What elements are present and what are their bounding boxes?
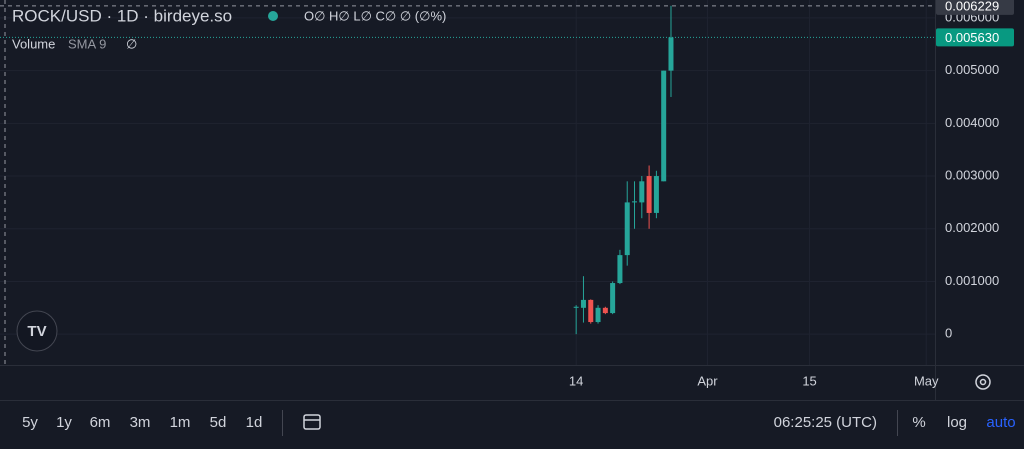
candle-body: [646, 176, 652, 213]
candle-body: [661, 70, 667, 182]
volume-legend-value: ∅: [126, 36, 137, 51]
range-button[interactable]: 3m: [130, 414, 151, 431]
clock[interactable]: 06:25:25 (UTC): [774, 414, 877, 431]
candle-body: [632, 201, 638, 203]
candles: [573, 5, 674, 335]
scale-option[interactable]: log: [947, 414, 967, 431]
symbol-title[interactable]: ROCK/USD · 1D · birdeye.so: [12, 6, 232, 25]
x-tick-label: Apr: [697, 373, 718, 388]
logo-circle: [16, 310, 58, 352]
calendar: [303, 414, 321, 430]
candle-body: [653, 176, 659, 213]
candle-body: [595, 307, 601, 323]
scale-option[interactable]: auto: [986, 414, 1015, 431]
settings-icon[interactable]: [975, 374, 991, 390]
range-button[interactable]: 1d: [246, 414, 263, 431]
y-tick-label: 0.004000: [945, 115, 999, 130]
candle-body: [602, 307, 608, 314]
candle-body: [580, 299, 586, 308]
range-button[interactable]: 1y: [56, 414, 72, 431]
scale-option[interactable]: %: [912, 414, 925, 431]
candle-body: [573, 306, 579, 308]
candle-body: [588, 299, 594, 323]
last-price-badge: [936, 28, 1014, 47]
gear: [975, 374, 991, 390]
ohlc-legend: O∅ H∅ L∅ C∅ ∅ (∅%): [304, 8, 446, 23]
y-tick-label: 0.003000: [945, 167, 999, 182]
x-tick-label: 14: [569, 373, 583, 388]
y-tick-label: 0.002000: [945, 220, 999, 235]
candle-body: [639, 181, 645, 203]
range-button[interactable]: 1m: [170, 414, 191, 431]
crosshair-badge: [936, 0, 1014, 15]
candle-body: [617, 255, 623, 284]
volume-legend-name[interactable]: Volume: [12, 36, 55, 51]
y-tick-label: 0.005000: [945, 62, 999, 77]
status-dot: [268, 11, 278, 21]
toolbar: 5y 1y 6m 3m 1m 5d 1d 06:25:25 (UTC)% log auto: [22, 414, 1016, 431]
range-button[interactable]: 5y: [22, 414, 38, 431]
x-tick-label: May: [914, 373, 939, 388]
x-tick-label: 15: [802, 373, 816, 388]
range-button[interactable]: 6m: [90, 414, 111, 431]
last-price-label: 0.005630: [945, 30, 999, 45]
candle-body: [610, 283, 616, 314]
gear-hub: [979, 378, 987, 386]
date-range-icon[interactable]: [303, 414, 321, 430]
candle-body: [624, 202, 630, 256]
y-tick-label: 0: [945, 326, 952, 341]
grid: [0, 0, 935, 365]
y-tick-label: 0.001000: [945, 273, 999, 288]
candle-body: [668, 37, 674, 71]
logo-mark: TV: [27, 323, 46, 340]
range-button[interactable]: 5d: [210, 414, 227, 431]
crosshair-price-label: 0.006229: [945, 0, 999, 13]
volume-legend-indicator: SMA 9: [68, 36, 106, 51]
tv-logo[interactable]: TV: [16, 310, 58, 352]
